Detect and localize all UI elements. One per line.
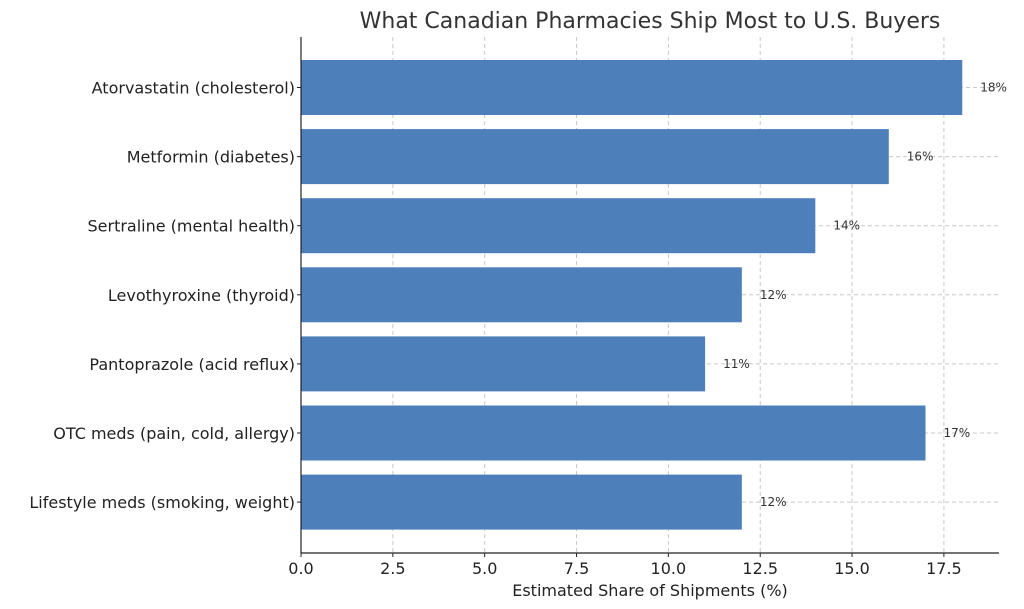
x-tick-label: 15.0 [834,559,870,578]
x-tick-label: 17.5 [926,559,962,578]
category-label: Pantoprazole (acid reflux) [89,355,295,374]
category-label: Metformin (diabetes) [127,148,295,167]
bar-value-label: 14% [833,219,860,233]
bar [301,198,816,254]
bar-value-label: 18% [980,81,1007,95]
x-tick-label: 5.0 [472,559,497,578]
x-axis-title: Estimated Share of Shipments (%) [512,581,788,600]
bar-value-label: 12% [760,495,787,509]
x-tick-label: 0.0 [288,559,313,578]
x-tick-label: 7.5 [564,559,589,578]
bar [301,405,926,461]
chart-title: What Canadian Pharmacies Ship Most to U.… [360,9,941,34]
category-label: Sertraline (mental health) [87,217,295,236]
category-label: Atorvastatin (cholesterol) [92,79,295,98]
bar [301,474,742,530]
data-labels: 18% 16% 14% 12% 11% 17% 12% [723,81,1007,510]
x-tick-label: 2.5 [380,559,405,578]
bar [301,60,963,115]
x-tick-label: 10.0 [651,559,687,578]
axes: Atorvastatin (cholesterol) Metformin (dia… [29,37,999,578]
bar-value-label: 17% [944,426,971,440]
category-label: Lifestyle meds (smoking, weight) [29,493,295,512]
bar-value-label: 11% [723,357,750,371]
category-label: Levothyroxine (thyroid) [108,286,295,305]
bars [301,60,963,530]
bar [301,336,706,392]
bar [301,129,889,185]
bar-value-label: 16% [907,150,934,164]
bar-value-label: 12% [760,288,787,302]
bar [301,267,742,323]
category-label: OTC meds (pain, cold, allergy) [53,424,295,443]
x-tick-label: 12.5 [742,559,778,578]
